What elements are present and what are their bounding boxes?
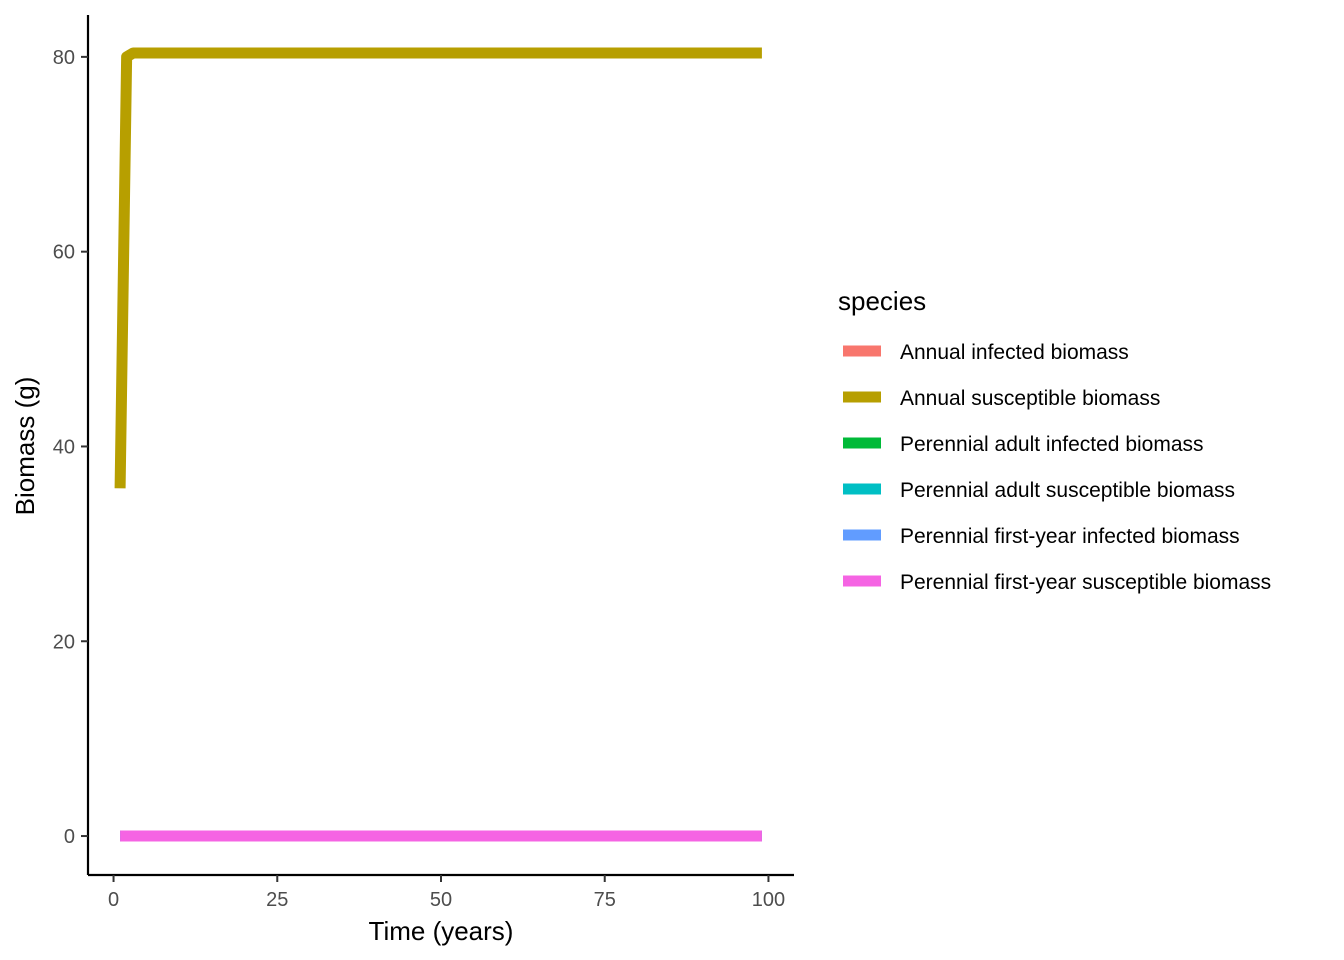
- x-tick-label: 75: [594, 889, 616, 911]
- x-axis-title: Time (years): [369, 916, 514, 946]
- legend-title: species: [838, 286, 926, 316]
- x-axis: 0 25 50 75 100: [88, 873, 794, 911]
- x-tick-label: 50: [430, 889, 452, 911]
- legend-label-1: Annual infected biomass: [900, 341, 1129, 364]
- legend: species Annual infected biomass Annual su…: [838, 286, 1271, 594]
- y-tick-label: 80: [53, 47, 75, 69]
- legend-label-6: Perennial first-year susceptible biomass: [900, 571, 1271, 594]
- y-axis-title: Biomass (g): [10, 377, 40, 516]
- x-tick-label: 100: [752, 889, 785, 911]
- y-tick-label: 0: [64, 826, 75, 848]
- legend-label-5: Perennial first-year infected biomass: [900, 525, 1240, 548]
- y-tick-label: 60: [53, 242, 75, 264]
- y-axis: 0 20 40 60 80: [53, 15, 90, 875]
- x-tick-label: 0: [108, 889, 119, 911]
- series-line-2: [114, 47, 762, 489]
- legend-label-4: Perennial adult susceptible biomass: [900, 479, 1235, 502]
- legend-label-3: Perennial adult infected biomass: [900, 433, 1204, 456]
- y-tick-label: 20: [53, 631, 75, 653]
- legend-label-2: Annual susceptible biomass: [900, 387, 1160, 410]
- x-tick-label: 25: [266, 889, 288, 911]
- y-tick-label: 40: [53, 436, 75, 458]
- plot-area: [114, 47, 762, 842]
